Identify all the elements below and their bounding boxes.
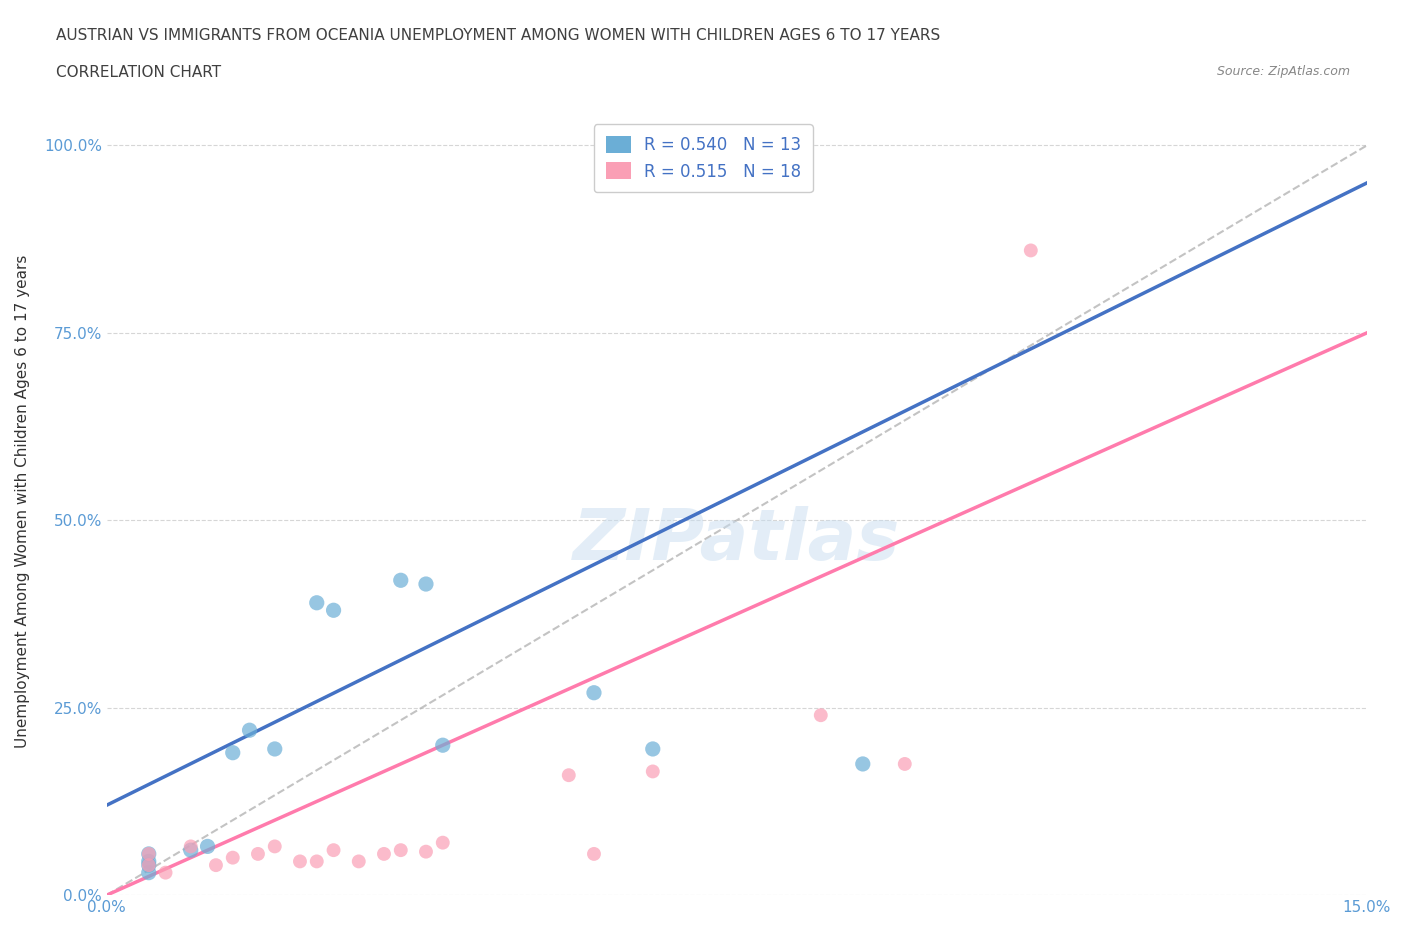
- Point: [180, 843, 202, 857]
- Point: [305, 595, 328, 610]
- Point: [263, 839, 285, 854]
- Point: [415, 577, 437, 591]
- Point: [138, 865, 160, 880]
- Point: [582, 685, 605, 700]
- Point: [138, 857, 160, 872]
- Point: [373, 846, 395, 861]
- Text: Source: ZipAtlas.com: Source: ZipAtlas.com: [1216, 65, 1350, 78]
- Point: [641, 176, 664, 191]
- Point: [322, 843, 344, 857]
- Point: [432, 835, 454, 850]
- Text: CORRELATION CHART: CORRELATION CHART: [56, 65, 221, 80]
- Point: [852, 756, 875, 771]
- Text: ZIPatlas: ZIPatlas: [574, 507, 900, 576]
- Point: [305, 854, 328, 869]
- Point: [246, 846, 269, 861]
- Point: [389, 843, 412, 857]
- Point: [582, 846, 605, 861]
- Point: [810, 708, 832, 723]
- Point: [222, 850, 245, 865]
- Point: [1019, 243, 1042, 258]
- Point: [641, 741, 664, 756]
- Point: [138, 846, 160, 861]
- Point: [415, 844, 437, 859]
- Point: [347, 854, 370, 869]
- Point: [138, 857, 160, 872]
- Y-axis label: Unemployment Among Women with Children Ages 6 to 17 years: Unemployment Among Women with Children A…: [15, 255, 30, 749]
- Text: AUSTRIAN VS IMMIGRANTS FROM OCEANIA UNEMPLOYMENT AMONG WOMEN WITH CHILDREN AGES : AUSTRIAN VS IMMIGRANTS FROM OCEANIA UNEM…: [56, 28, 941, 43]
- Point: [641, 764, 664, 779]
- Point: [138, 854, 160, 869]
- Point: [180, 839, 202, 854]
- Point: [138, 846, 160, 861]
- Point: [263, 741, 285, 756]
- Legend: R = 0.540   N = 13, R = 0.515   N = 18: R = 0.540 N = 13, R = 0.515 N = 18: [593, 125, 813, 193]
- Point: [389, 573, 412, 588]
- Point: [155, 865, 177, 880]
- Point: [197, 839, 219, 854]
- Point: [222, 745, 245, 760]
- Point: [288, 854, 311, 869]
- Point: [558, 768, 581, 783]
- Point: [322, 603, 344, 618]
- Point: [894, 756, 917, 771]
- Point: [238, 723, 260, 737]
- Point: [432, 737, 454, 752]
- Point: [205, 857, 228, 872]
